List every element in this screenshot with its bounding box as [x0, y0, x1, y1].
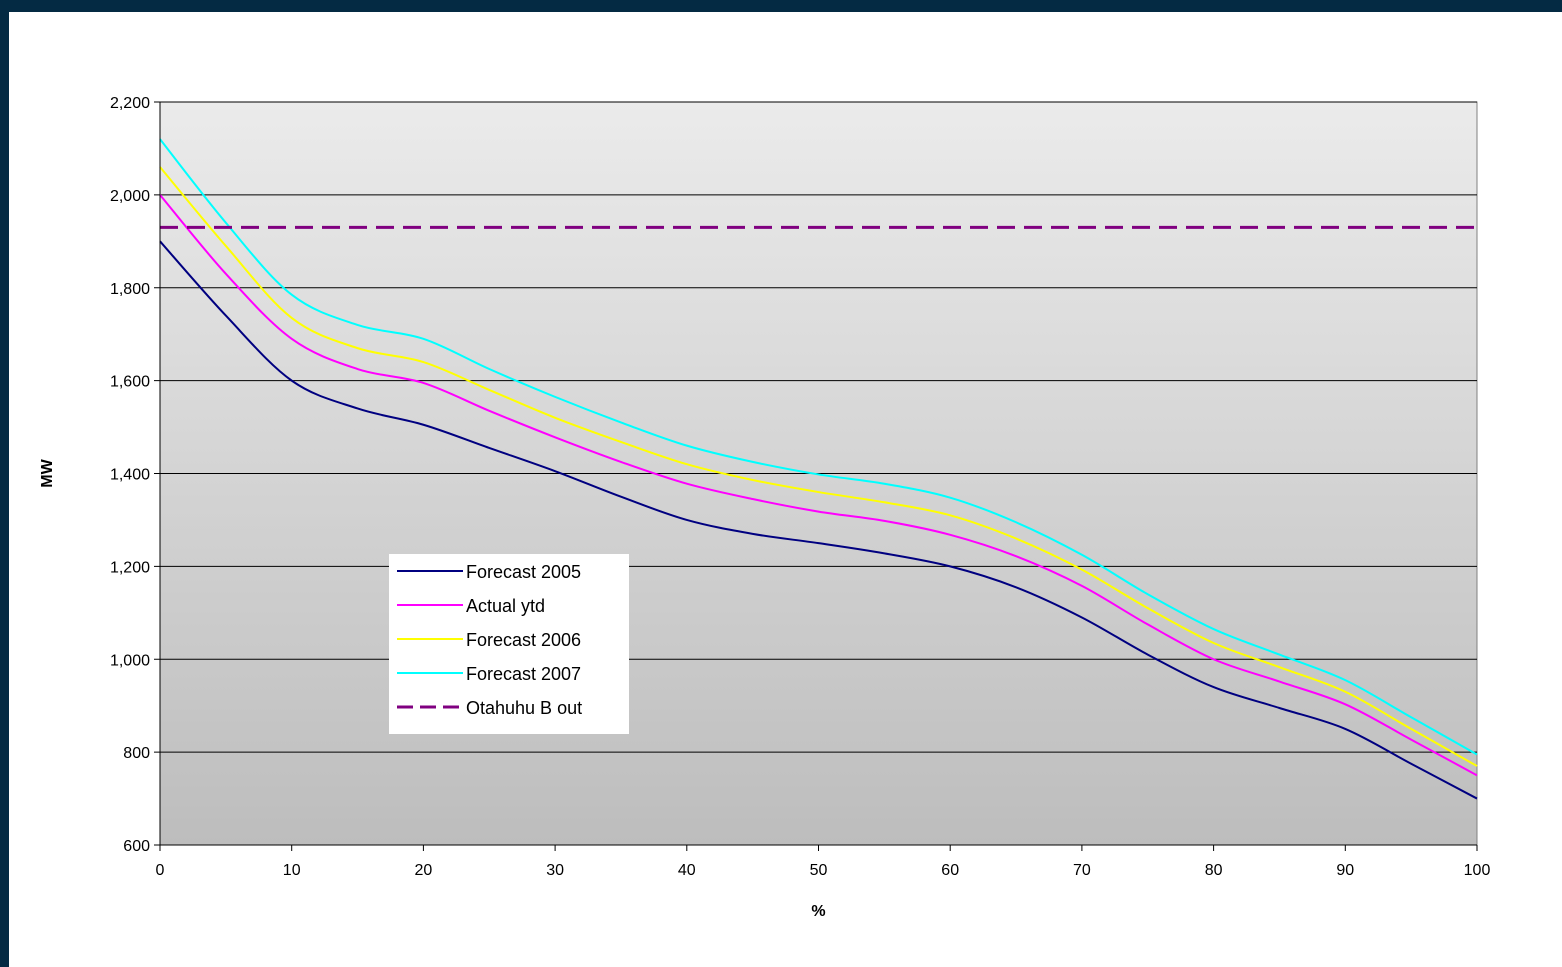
line-chart: 0 10 20 30 40 50 60 70 80 90 100 600 800 1,000 1,200 1…	[39, 95, 1491, 920]
x-axis-ticks: 0 10 20 30 40 50 60 70 80 90 100	[156, 845, 1491, 879]
x-tick-label: 70	[1073, 862, 1091, 879]
legend-label-forecast-2007: Forecast 2007	[466, 664, 581, 684]
chart-frame: 0 10 20 30 40 50 60 70 80 90 100 600 800 1,000 1,200 1…	[9, 12, 1562, 967]
x-tick-label: 10	[283, 862, 301, 879]
x-tick-label: 100	[1464, 862, 1491, 879]
legend-label-otahuhu-b-out: Otahuhu B out	[466, 698, 582, 718]
series-line-forecast-2005	[159, 240, 1478, 800]
y-tick-label: 1,600	[110, 374, 150, 391]
y-tick-label: 600	[123, 838, 150, 855]
series-line-actual-ytd	[159, 194, 1478, 777]
x-tick-label: 50	[810, 862, 828, 879]
legend-label-forecast-2006: Forecast 2006	[466, 630, 581, 650]
series-line-forecast-2006	[159, 166, 1478, 767]
x-tick-label: 60	[941, 862, 959, 879]
y-axis-title: MW	[39, 458, 56, 487]
y-axis-ticks: 600 800 1,000 1,200 1,400 1,600 1,800 2,000 2,20…	[110, 95, 160, 855]
y-tick-label: 1,000	[110, 652, 150, 669]
legend-box	[389, 554, 629, 734]
y-tick-label: 2,000	[110, 188, 150, 205]
series-layer	[159, 138, 1478, 800]
x-tick-label: 40	[678, 862, 696, 879]
series-line-forecast-2007	[159, 138, 1478, 756]
y-tick-label: 1,200	[110, 559, 150, 576]
legend: Forecast 2005 Actual ytd Forecast 2006 Fore…	[389, 554, 629, 734]
y-tick-label: 1,400	[110, 467, 150, 484]
x-tick-label: 30	[546, 862, 564, 879]
x-tick-label: 90	[1336, 862, 1354, 879]
x-axis-title: %	[811, 903, 825, 920]
legend-label-actual-ytd: Actual ytd	[466, 596, 545, 616]
x-tick-label: 0	[156, 862, 165, 879]
y-tick-label: 2,200	[110, 95, 150, 112]
y-tick-label: 1,800	[110, 281, 150, 298]
x-tick-label: 20	[415, 862, 433, 879]
legend-label-forecast-2005: Forecast 2005	[466, 562, 581, 582]
y-tick-label: 800	[123, 745, 150, 762]
x-tick-label: 80	[1205, 862, 1223, 879]
